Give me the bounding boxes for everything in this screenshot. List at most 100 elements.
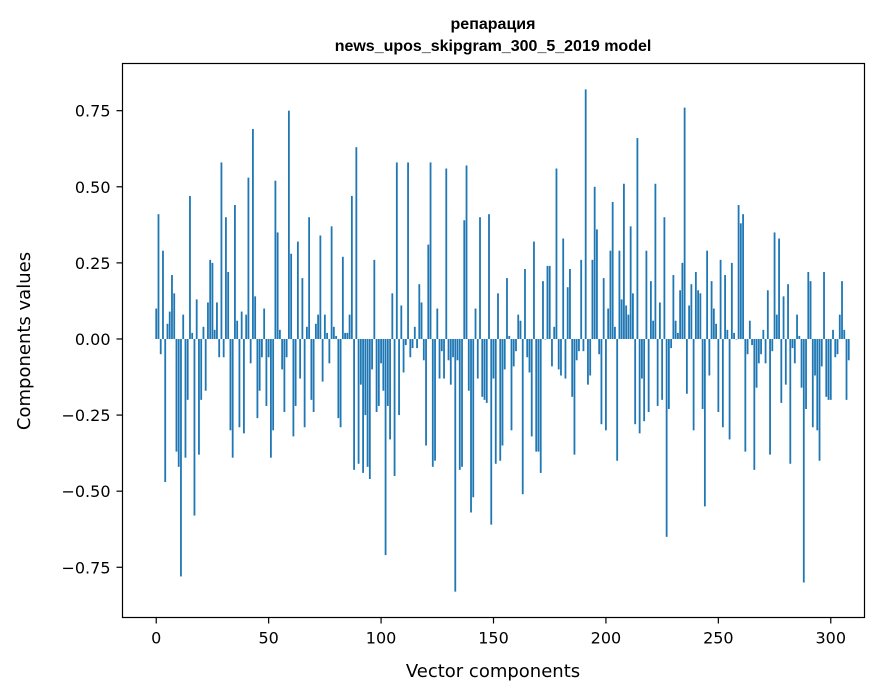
bars-group [155,89,850,592]
bar-251 [719,259,722,339]
bar-67 [305,326,308,339]
bar-158 [510,338,513,431]
bar-31 [225,217,227,339]
bar-286 [798,335,801,339]
bar-136 [461,338,463,467]
bar-69 [310,338,313,400]
bar-239 [692,338,695,431]
bar-219 [647,338,650,413]
bar-132 [452,338,454,358]
bar-295 [818,338,821,461]
bar-284 [793,338,796,364]
bar-112 [407,162,409,339]
bar-14 [186,338,189,400]
bar-245 [706,250,709,339]
bar-33 [229,338,232,431]
bar-25 [211,262,214,339]
bar-163 [521,338,524,495]
y-tick-label: −0.75 [61,558,110,577]
bar-134 [456,338,459,361]
bar-91 [359,338,362,385]
bar-34 [231,338,234,458]
x-tick-label: 300 [815,629,846,648]
bar-183 [566,287,569,339]
bar-211 [629,226,632,339]
bar-109 [400,305,403,339]
bar-24 [209,259,212,339]
bar-110 [402,338,405,373]
bar-261 [742,214,744,339]
bar-185 [571,338,574,397]
y-tick-label: 0.50 [75,178,111,197]
bar-56 [281,338,284,370]
bar-115 [413,326,416,339]
x-tick-label: 0 [151,629,161,648]
y-tick-label: −0.50 [61,482,110,501]
bar-111 [404,338,407,346]
bar-244 [703,338,706,507]
bar-120 [425,338,427,446]
bar-92 [362,338,364,473]
bar-221 [652,320,655,339]
bar-166 [528,338,531,373]
bar-49 [265,338,268,406]
bar-123 [431,338,434,467]
bar-181 [562,238,565,339]
bar-116 [416,338,418,349]
bar-20 [200,338,203,400]
bar-253 [724,275,726,339]
bar-303 [836,338,839,355]
bar-154 [501,338,504,446]
bar-175 [548,265,551,339]
bar-53 [274,180,277,339]
bar-205 [616,338,619,461]
bar-238 [690,284,693,339]
bar-139 [467,338,470,391]
bar-129 [445,168,448,339]
x-tick-label: 100 [366,629,397,648]
bar-249 [715,323,717,339]
bar-264 [748,320,751,339]
bar-184 [569,268,571,339]
bar-13 [184,338,187,458]
bar-194 [591,259,594,339]
bar-200 [605,338,607,431]
bar-96 [371,338,373,370]
bar-246 [708,338,711,376]
bar-172 [542,281,544,339]
bar-50 [267,338,270,358]
bar-177 [553,326,556,339]
bar-247 [710,281,713,339]
bar-233 [679,290,682,339]
bar-192 [587,338,589,385]
bar-173 [544,338,547,340]
bar-226 [663,217,666,339]
bar-265 [751,338,753,346]
bar-231 [674,320,677,339]
bar-41 [247,177,250,339]
bar-248 [712,308,715,339]
bar-22 [204,338,207,391]
bar-5 [166,323,169,339]
bar-155 [503,338,506,370]
bar-104 [389,338,391,440]
bar-125 [436,308,439,339]
bar-78 [330,226,333,339]
bar-287 [800,338,803,388]
bar-178 [555,168,558,339]
bar-290 [807,272,810,339]
bar-18 [195,299,198,339]
bar-300 [829,338,832,400]
bar-44 [254,296,257,339]
bar-27 [216,302,218,339]
bar-117 [418,284,421,339]
y-tick-label: 0.00 [75,330,111,349]
bar-100 [380,338,382,364]
bar-2 [159,338,162,355]
bar-16 [191,332,194,339]
bar-274 [771,338,774,352]
bar-140 [470,338,472,513]
bar-71 [314,323,317,339]
bar-305 [841,281,843,339]
bar-157 [508,335,511,339]
